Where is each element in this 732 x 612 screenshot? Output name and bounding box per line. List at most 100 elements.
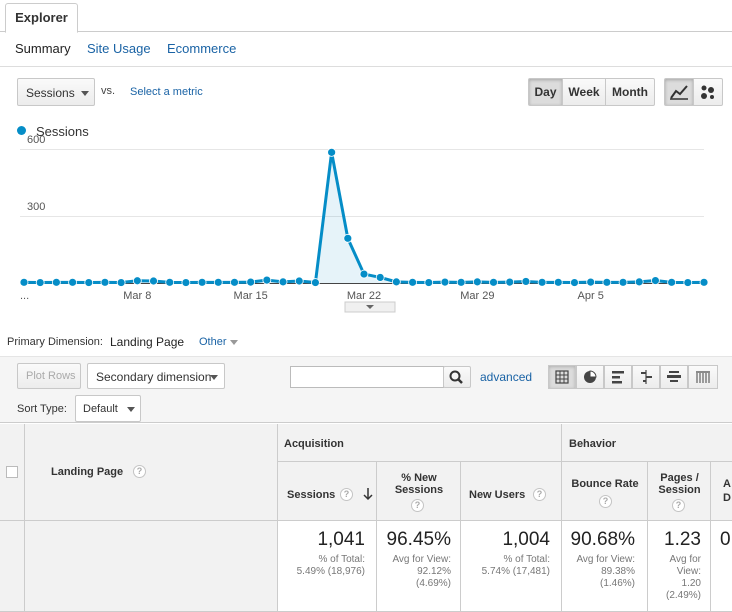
pie-chart-icon bbox=[584, 370, 597, 383]
new-sessions-column-header[interactable]: % New Sessions ? bbox=[377, 462, 461, 521]
help-icon[interactable]: ? bbox=[411, 499, 424, 512]
subnav-site-usage[interactable]: Site Usage bbox=[87, 41, 151, 56]
day-button[interactable]: Day bbox=[528, 78, 563, 106]
sessions-total-cell: 1,041 % of Total: 5.49% (18,976) bbox=[278, 521, 377, 612]
sessions-chart[interactable]: 300 600... Mar 8 Mar 15 Mar 22 Mar 29 Apr 5 bbox=[0, 135, 732, 315]
pages-avg-label2: View: bbox=[676, 566, 701, 577]
search-button[interactable] bbox=[443, 366, 471, 388]
new-sessions-avg-delta: (4.69%) bbox=[415, 578, 451, 589]
secondary-dimension-label: Secondary dimension bbox=[96, 370, 212, 384]
data-point bbox=[634, 277, 644, 287]
view-term-cloud-button[interactable] bbox=[660, 365, 688, 389]
advanced-search-link[interactable]: advanced bbox=[480, 370, 533, 384]
data-point bbox=[51, 277, 61, 287]
tab-explorer[interactable]: Explorer bbox=[5, 3, 78, 33]
x-tick-label: Apr 5 bbox=[578, 290, 604, 302]
sort-type-dropdown[interactable]: Default bbox=[75, 395, 141, 422]
data-table: Landing Page ? Acquisition Behavior Sess… bbox=[0, 424, 732, 612]
data-point bbox=[213, 277, 223, 287]
data-point bbox=[570, 278, 579, 287]
chevron-down-icon bbox=[81, 91, 89, 96]
sort-type-label: Sort Type: bbox=[17, 403, 67, 415]
bounce-rate-header-label: Bounce Rate bbox=[571, 478, 639, 490]
sessions-total-label: % of Total: bbox=[318, 554, 365, 565]
help-icon[interactable]: ? bbox=[672, 499, 685, 512]
data-point bbox=[35, 278, 45, 287]
metric-dropdown[interactable]: Sessions bbox=[17, 78, 95, 106]
plot-rows-label: Plot Rows bbox=[26, 370, 76, 382]
bar-chart-icon bbox=[612, 371, 624, 384]
view-comparison-button[interactable] bbox=[632, 365, 660, 389]
data-point bbox=[375, 273, 385, 282]
data-point bbox=[618, 277, 628, 287]
data-point bbox=[391, 277, 401, 287]
view-table-button[interactable] bbox=[548, 365, 576, 389]
avg-header-line1: A bbox=[723, 478, 731, 490]
behavior-label: Behavior bbox=[569, 438, 617, 450]
sessions-total-value: 1,041 bbox=[317, 529, 365, 550]
primary-dimension-label: Primary Dimension: bbox=[7, 336, 103, 348]
data-point bbox=[424, 278, 434, 287]
line-chart-button[interactable] bbox=[664, 78, 694, 106]
table-search-input[interactable] bbox=[290, 366, 444, 388]
select-metric-link[interactable]: Select a metric bbox=[130, 86, 203, 98]
x-tick-label: Mar 22 bbox=[347, 290, 381, 302]
data-point bbox=[343, 233, 353, 243]
data-point bbox=[537, 277, 547, 287]
data-point bbox=[553, 277, 563, 287]
week-button[interactable]: Week bbox=[562, 78, 606, 106]
data-point bbox=[100, 277, 110, 287]
view-pie-button[interactable] bbox=[576, 365, 604, 389]
view-bar-button[interactable] bbox=[604, 365, 632, 389]
help-icon[interactable]: ? bbox=[340, 488, 353, 501]
new-users-column-header[interactable]: New Users ? bbox=[461, 462, 562, 521]
term-cloud-icon bbox=[667, 371, 681, 382]
secondary-dimension-dropdown[interactable]: Secondary dimension bbox=[87, 363, 225, 389]
avg-duration-column-header[interactable]: A D bbox=[711, 462, 732, 521]
sort-descending-arrow-icon bbox=[363, 488, 373, 501]
primary-dimension-other[interactable]: Other bbox=[199, 336, 227, 348]
select-all-cell bbox=[0, 424, 25, 521]
bubble-chart-icon bbox=[701, 85, 714, 99]
new-sessions-avg-label: Avg for View: bbox=[392, 554, 451, 565]
x-tick-label: ... bbox=[20, 290, 29, 302]
bounce-rate-column-header[interactable]: Bounce Rate ? bbox=[562, 462, 648, 521]
help-icon[interactable]: ? bbox=[599, 495, 612, 508]
data-point bbox=[149, 276, 158, 286]
pages-per-session-column-header[interactable]: Pages / Session ? bbox=[648, 462, 711, 521]
chevron-down-icon bbox=[366, 305, 374, 309]
data-point bbox=[408, 277, 417, 287]
subnav-ecommerce[interactable]: Ecommerce bbox=[167, 41, 237, 56]
pages-total-cell: 1.23 Avg for View: 1.20 (2.49%) bbox=[648, 521, 711, 612]
data-point bbox=[262, 275, 272, 285]
landing-page-header[interactable]: Landing Page ? bbox=[25, 424, 278, 521]
data-point bbox=[359, 269, 369, 279]
data-point bbox=[165, 277, 175, 287]
bounce-rate-total-cell: 90.68% Avg for View: 89.38% (1.46%) bbox=[562, 521, 648, 612]
new-users-total-label: % of Total: bbox=[503, 554, 550, 565]
totals-row-spacer bbox=[0, 521, 25, 612]
data-point bbox=[489, 277, 498, 287]
help-icon[interactable]: ? bbox=[133, 465, 146, 478]
primary-dimension-landing-page[interactable]: Landing Page bbox=[110, 335, 185, 349]
data-point bbox=[456, 277, 466, 287]
month-button[interactable]: Month bbox=[605, 78, 655, 106]
pages-avg-value: 1.20 bbox=[681, 578, 701, 589]
legend-marker bbox=[17, 126, 26, 135]
pivot-icon bbox=[696, 371, 710, 383]
line-chart-icon bbox=[670, 85, 688, 100]
plot-rows-button[interactable]: Plot Rows bbox=[17, 363, 81, 389]
pages-avg-delta: (2.49%) bbox=[665, 590, 701, 601]
sessions-column-header[interactable]: Sessions ? bbox=[278, 462, 377, 521]
series-area bbox=[24, 152, 704, 283]
totals-row-label-cell bbox=[25, 521, 278, 612]
data-point bbox=[278, 277, 288, 287]
data-point bbox=[699, 277, 709, 287]
select-all-checkbox[interactable] bbox=[6, 466, 18, 478]
avg-duration-total-cell: 0 bbox=[711, 521, 732, 612]
view-pivot-button[interactable] bbox=[688, 365, 718, 389]
y-tick-label: 600 bbox=[27, 135, 45, 146]
help-icon[interactable]: ? bbox=[533, 488, 546, 501]
motion-chart-button[interactable] bbox=[693, 78, 723, 106]
subnav-summary[interactable]: Summary bbox=[15, 41, 71, 56]
